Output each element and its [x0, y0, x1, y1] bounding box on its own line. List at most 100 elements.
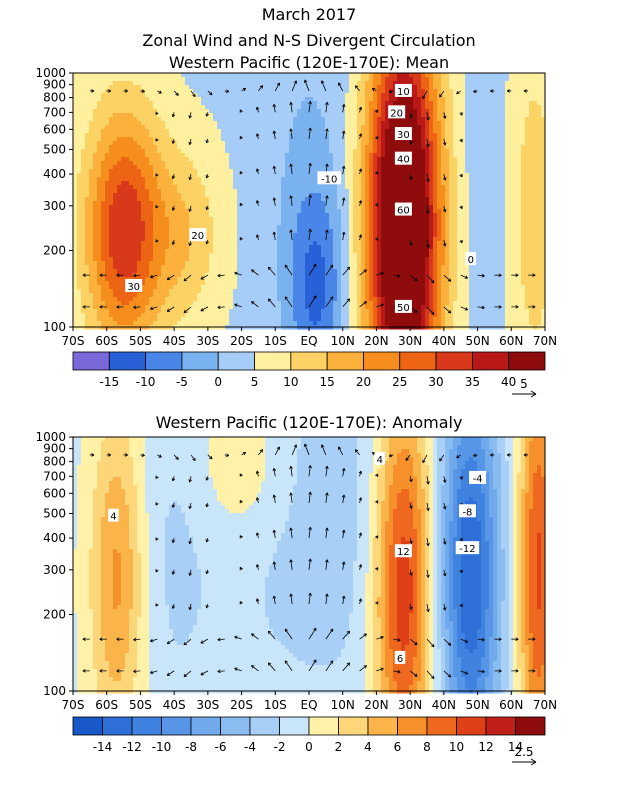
field-cell: [385, 217, 390, 222]
field-cell: [149, 97, 154, 102]
field-cell: [329, 201, 334, 206]
field-cell: [109, 129, 114, 134]
field-cell: [521, 129, 526, 134]
field-cell: [85, 221, 90, 226]
field-cell: [457, 133, 462, 138]
field-cell: [181, 73, 186, 78]
field-cell: [453, 105, 458, 110]
field-cell: [149, 121, 154, 126]
field-cell: [457, 81, 462, 86]
field-cell: [329, 101, 334, 106]
field-cell: [341, 121, 346, 126]
field-cell: [517, 81, 522, 86]
field-cell: [305, 217, 310, 222]
field-cell: [361, 117, 366, 122]
field-cell: [477, 93, 482, 98]
field-cell: [433, 125, 438, 130]
field-cell: [173, 145, 178, 150]
field-cell: [165, 221, 170, 226]
field-cell: [293, 201, 298, 206]
field-cell: [305, 81, 310, 86]
field-cell: [101, 221, 106, 226]
field-cell: [277, 205, 282, 210]
field-cell: [281, 237, 286, 242]
field-cell: [141, 133, 146, 138]
field-cell: [193, 205, 198, 210]
field-cell: [281, 149, 286, 154]
field-cell: [469, 213, 474, 218]
field-cell: [233, 189, 238, 194]
field-cell: [397, 149, 402, 154]
field-cell: [329, 217, 334, 222]
field-cell: [121, 149, 126, 154]
field-cell: [345, 105, 350, 110]
field-cell: [173, 101, 178, 106]
field-cell: [237, 113, 242, 118]
field-cell: [173, 105, 178, 110]
field-cell: [229, 205, 234, 210]
field-cell: [269, 145, 274, 150]
field-cell: [313, 129, 318, 134]
field-cell: [229, 73, 234, 78]
field-cell: [173, 113, 178, 118]
field-cell: [249, 89, 254, 94]
field-cell: [377, 149, 382, 154]
field-cell: [385, 85, 390, 90]
field-cell: [285, 229, 290, 234]
field-cell: [277, 237, 282, 242]
field-cell: [101, 233, 106, 238]
field-cell: [537, 225, 542, 230]
field-cell: [349, 181, 354, 186]
field-cell: [361, 121, 366, 126]
field-cell: [369, 81, 374, 86]
field-cell: [317, 189, 322, 194]
field-cell: [261, 117, 266, 122]
field-cell: [133, 77, 138, 82]
field-cell: [181, 81, 186, 86]
field-cell: [517, 145, 522, 150]
field-cell: [113, 113, 118, 118]
field-cell: [397, 141, 402, 146]
field-cell: [325, 189, 330, 194]
field-cell: [105, 161, 110, 166]
field-cell: [233, 73, 238, 78]
field-cell: [113, 233, 118, 238]
field-cell: [161, 217, 166, 222]
field-cell: [217, 113, 222, 118]
field-cell: [241, 121, 246, 126]
field-cell: [489, 189, 494, 194]
field-cell: [533, 121, 538, 126]
field-cell: [433, 141, 438, 146]
field-cell: [89, 213, 94, 218]
field-cell: [473, 197, 478, 202]
field-cell: [337, 233, 342, 238]
field-cell: [373, 101, 378, 106]
field-cell: [365, 133, 370, 138]
field-cell: [297, 181, 302, 186]
field-cell: [193, 217, 198, 222]
field-cell: [433, 213, 438, 218]
field-cell: [413, 109, 418, 114]
field-cell: [133, 173, 138, 178]
field-cell: [509, 113, 514, 118]
field-cell: [469, 73, 474, 78]
field-cell: [97, 97, 102, 102]
field-cell: [173, 157, 178, 162]
field-cell: [329, 113, 334, 118]
field-cell: [197, 241, 202, 246]
field-cell: [497, 197, 502, 202]
field-cell: [341, 89, 346, 94]
field-cell: [261, 81, 266, 86]
field-cell: [185, 85, 190, 90]
field-cell: [317, 229, 322, 234]
field-cell: [477, 73, 482, 78]
field-cell: [217, 157, 222, 162]
field-cell: [125, 161, 130, 166]
field-cell: [181, 173, 186, 178]
field-cell: [369, 233, 374, 238]
field-cell: [121, 73, 126, 78]
field-cell: [541, 145, 546, 150]
field-cell: [165, 169, 170, 174]
field-cell: [173, 193, 178, 198]
field-cell: [133, 153, 138, 158]
